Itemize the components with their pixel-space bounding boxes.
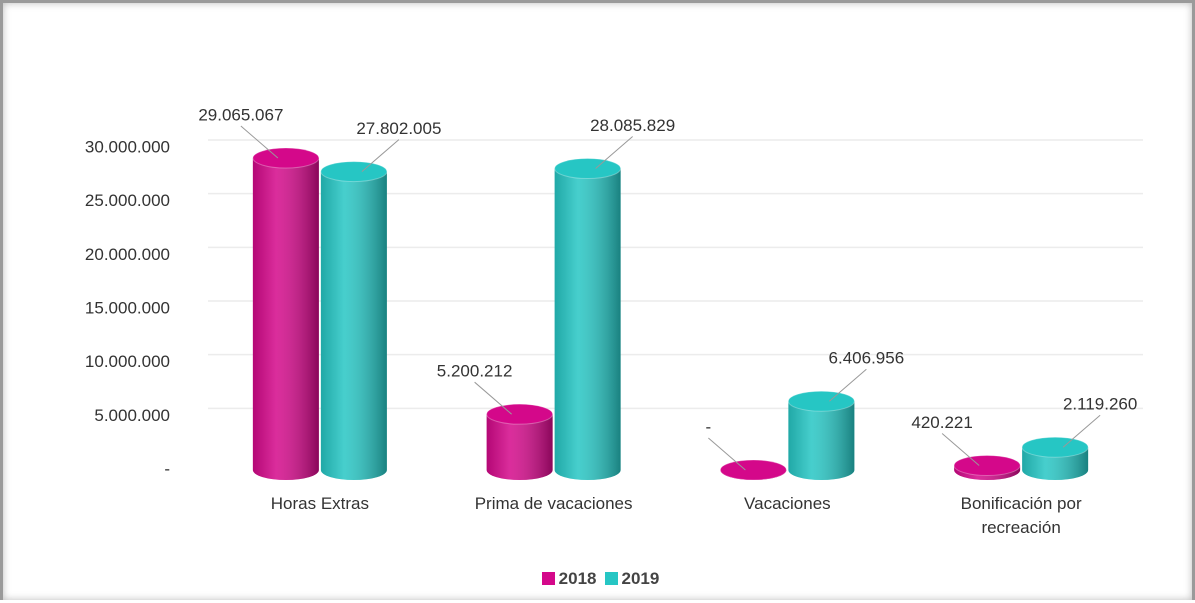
legend-item: 2019 — [604, 569, 660, 589]
bar-top — [486, 403, 554, 425]
bar — [953, 454, 1021, 480]
y-tick-label: 5.000.000 — [94, 406, 170, 425]
value-label: 5.200.212 — [437, 362, 513, 381]
leader-line — [240, 125, 279, 159]
legend-label: 2019 — [621, 569, 660, 588]
bar-shade — [788, 401, 855, 480]
bar — [320, 161, 388, 481]
bar-shade — [320, 171, 387, 481]
leader-line — [829, 368, 867, 402]
bar-top — [1021, 436, 1089, 458]
bar-top — [787, 390, 855, 412]
y-tick-label: 15.000.000 — [85, 298, 170, 317]
y-tick-label: 20.000.000 — [85, 245, 170, 264]
y-tick-label: 25.000.000 — [85, 191, 170, 210]
leader-line — [941, 433, 980, 466]
leader-line — [708, 437, 746, 471]
value-label: 6.406.956 — [829, 349, 905, 368]
chart: - 5.000.000 10.000.000 15.000.000 20.000.000… — [85, 106, 1143, 481]
bar — [787, 390, 855, 480]
value-label: - — [706, 417, 712, 436]
bar-shade — [252, 158, 319, 480]
bar — [719, 459, 787, 481]
value-label: 29.065.067 — [198, 106, 283, 125]
y-tick-label: 10.000.000 — [85, 352, 170, 371]
legend-item: 2018 — [541, 569, 597, 589]
legend-swatch — [604, 572, 618, 585]
bar-top — [953, 454, 1021, 476]
leader-line — [361, 139, 400, 172]
bar — [1021, 436, 1089, 480]
bar-shade — [554, 168, 621, 480]
legend-swatch — [541, 572, 555, 585]
value-label: 2.119.260 — [1063, 395, 1137, 414]
leader-line — [595, 136, 633, 169]
leader-line — [1062, 414, 1101, 448]
bar-shade — [486, 414, 553, 480]
x-tick-label: Vacaciones — [744, 494, 831, 513]
bar — [554, 158, 622, 480]
leader-line — [474, 381, 512, 415]
y-tick-label: 30.000.000 — [85, 137, 170, 156]
x-tick-label: Horas Extras — [270, 494, 369, 513]
y-tick-label: - — [164, 459, 170, 478]
x-tick-label: Bonificación por recreación — [960, 494, 1082, 537]
bar — [486, 403, 554, 480]
x-tick-label: Prima de vacaciones — [474, 494, 633, 513]
bar-top — [320, 161, 388, 183]
value-label: 420.221 — [911, 413, 972, 432]
bar-top — [554, 158, 622, 180]
value-label: 27.802.005 — [356, 119, 441, 138]
legend: 2018 2019 — [3, 569, 1195, 589]
legend-label: 2018 — [558, 569, 597, 588]
bar — [252, 147, 320, 480]
bar-top — [252, 147, 320, 169]
value-label: 28.085.829 — [590, 116, 675, 135]
bar-top — [719, 459, 787, 481]
